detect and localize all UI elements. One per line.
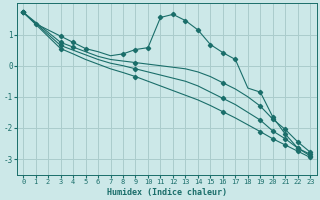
X-axis label: Humidex (Indice chaleur): Humidex (Indice chaleur) (107, 188, 227, 197)
